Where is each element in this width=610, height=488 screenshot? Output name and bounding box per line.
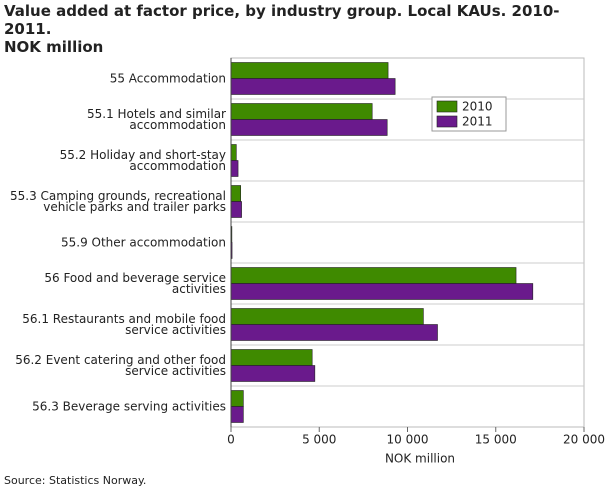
x-tick-label: 10 000 <box>387 433 429 447</box>
y-tick-label: 56.2 Event catering and other food servi… <box>15 352 226 378</box>
bar <box>230 406 244 423</box>
bar <box>230 103 373 120</box>
bar <box>230 267 517 284</box>
bar <box>230 160 239 177</box>
y-tick-label: 55.9 Other accommodation <box>61 235 226 249</box>
y-tick-label: 55.1 Hotels and similar accommodation <box>86 106 226 132</box>
y-tick-label: 56 Food and beverage service activities <box>44 270 226 296</box>
bar <box>230 349 313 366</box>
bar <box>230 185 242 202</box>
x-tick-label: 20 000 <box>563 433 605 447</box>
chart-title: Value added at factor price, by industry… <box>4 2 560 56</box>
x-axis-label: NOK million <box>385 452 455 466</box>
bar <box>230 308 424 325</box>
bar <box>230 119 388 136</box>
bar <box>230 390 244 407</box>
y-tick-label: 56.1 Restaurants and mobile food service… <box>22 311 226 337</box>
bar <box>230 62 389 79</box>
x-tick-label: 5 000 <box>302 433 336 447</box>
x-tick-label: 0 <box>227 433 235 447</box>
legend-swatch <box>436 115 458 128</box>
bar <box>230 201 242 218</box>
bar <box>230 144 237 161</box>
x-tick-label: 15 000 <box>475 433 517 447</box>
source: Source: Statistics Norway. <box>4 474 146 487</box>
y-tick-label: 55 Accommodation <box>109 71 226 85</box>
legend-label: 2010 <box>462 100 493 114</box>
y-tick-label: 56.3 Beverage serving activities <box>32 399 226 413</box>
bar <box>230 283 534 300</box>
legend-swatch <box>436 100 458 113</box>
y-tick-label: 55.2 Holiday and short-stay accommodatio… <box>59 147 226 173</box>
y-tick-label: 55.3 Camping grounds, recreational vehic… <box>9 188 226 214</box>
bar <box>230 324 438 341</box>
bar <box>230 365 316 382</box>
legend-label: 2011 <box>462 115 493 129</box>
bar <box>230 78 396 95</box>
